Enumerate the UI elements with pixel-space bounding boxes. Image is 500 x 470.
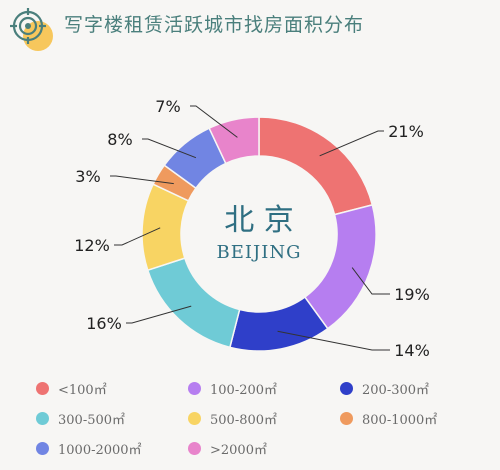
- value-label-1: 21%: [388, 122, 424, 141]
- leader-line-2: [351, 267, 390, 295]
- legend-swatch: [36, 381, 49, 395]
- slice-2: [303, 203, 377, 330]
- legend-swatch: [36, 411, 49, 425]
- legend-item: >2000㎡: [188, 438, 340, 458]
- value-label-8: 7%: [155, 97, 180, 116]
- legend-label: 100-200㎡: [210, 382, 278, 398]
- center-title: 北 京: [224, 203, 294, 238]
- legend-swatch: [188, 441, 201, 455]
- leader-line-3: [277, 330, 390, 351]
- legend-swatch: [36, 441, 49, 455]
- value-label-6: 3%: [75, 167, 100, 186]
- legend-label: 1000-2000㎡: [58, 442, 142, 458]
- value-label-7: 8%: [107, 130, 132, 149]
- legend-item: 200-300㎡: [340, 378, 476, 398]
- slice-1: [258, 116, 374, 216]
- leader-line-7: [142, 138, 197, 159]
- slice-8: [208, 116, 260, 165]
- legend-label: 800-1000㎡: [362, 412, 438, 428]
- leader-line-1: [319, 130, 384, 157]
- legend-swatch: [340, 411, 353, 425]
- value-label-3: 14%: [394, 341, 430, 360]
- slice-4: [146, 257, 241, 349]
- target-logo-icon: [10, 8, 53, 51]
- legend-label: 500-800㎡: [210, 412, 278, 428]
- value-label-4: 16%: [86, 314, 122, 333]
- legend-label: <100㎡: [58, 382, 107, 398]
- legend-item: 500-800㎡: [188, 408, 340, 428]
- legend-item: 100-200㎡: [188, 378, 340, 398]
- legend-label: 200-300㎡: [362, 382, 430, 398]
- legend-item: 300-500㎡: [36, 408, 188, 428]
- leader-line-6: [110, 175, 174, 185]
- leader-line-4: [126, 305, 192, 324]
- legend-item: <100㎡: [36, 378, 188, 398]
- legend-swatch: [188, 411, 201, 425]
- legend-item: 800-1000㎡: [340, 408, 476, 428]
- leader-line-8: [190, 105, 238, 138]
- value-label-5: 12%: [74, 236, 110, 255]
- value-label-2: 19%: [394, 285, 430, 304]
- legend-item: 1000-2000㎡: [36, 438, 188, 458]
- legend-swatch: [188, 381, 201, 395]
- chart-legend: <100㎡ 100-200㎡ 200-300㎡ 300-500㎡ 500-800㎡ 800…: [36, 378, 476, 458]
- legend-swatch: [340, 381, 353, 395]
- center-subtitle: BEIJING: [217, 242, 302, 263]
- donut-chart: 21% 19% 14% 16% 12% 3% 8% 7% 北 京 BEIJING: [74, 97, 430, 360]
- legend-label: 300-500㎡: [58, 412, 126, 428]
- legend-label: >2000㎡: [210, 442, 267, 458]
- page-title: 写字楼租赁活跃城市找房面积分布: [64, 14, 365, 36]
- leader-line-5: [114, 227, 161, 246]
